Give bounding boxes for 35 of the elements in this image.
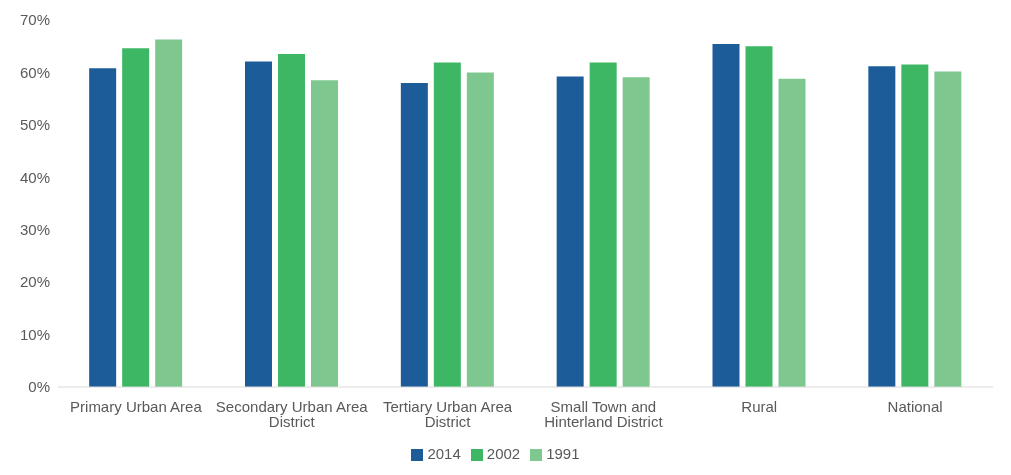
- bar: [622, 77, 650, 387]
- bar: [433, 62, 461, 387]
- bar: [712, 44, 740, 387]
- y-tick-label: 0%: [28, 378, 50, 396]
- legend-label: 2002: [486, 445, 521, 462]
- bar: [466, 72, 494, 387]
- bar: [400, 82, 428, 387]
- y-tick-label: 40%: [19, 168, 50, 186]
- bar: [868, 66, 896, 387]
- x-tick-label: Tertiary Urban Area District: [382, 397, 513, 430]
- bar: [89, 68, 117, 387]
- x-tick-label: Secondary Urban Area District: [215, 397, 369, 430]
- bar: [934, 71, 962, 387]
- y-tick-label: 30%: [19, 221, 50, 239]
- x-tick-label: Rural: [741, 397, 778, 415]
- bar: [245, 61, 272, 387]
- bar: [155, 39, 183, 387]
- bar: [745, 46, 773, 387]
- y-tick-label: 50%: [19, 116, 50, 134]
- bar: [901, 64, 929, 387]
- bar: [778, 78, 806, 387]
- x-tick-label: Primary Urban Area: [70, 397, 203, 415]
- x-tick-label: National: [887, 397, 943, 415]
- legend-label: 2014: [427, 445, 461, 462]
- legend-label: 1991: [546, 445, 580, 462]
- y-tick-label: 70%: [19, 11, 50, 29]
- x-tick-label: Small Town and Hinterland District: [544, 397, 664, 430]
- bar: [589, 62, 617, 387]
- bar: [311, 80, 338, 387]
- y-tick-label: 20%: [19, 273, 50, 291]
- y-tick-label: 60%: [19, 63, 50, 81]
- bar: [556, 76, 584, 387]
- bar: [122, 48, 150, 387]
- bar: [278, 54, 305, 387]
- y-tick-label: 10%: [19, 325, 50, 343]
